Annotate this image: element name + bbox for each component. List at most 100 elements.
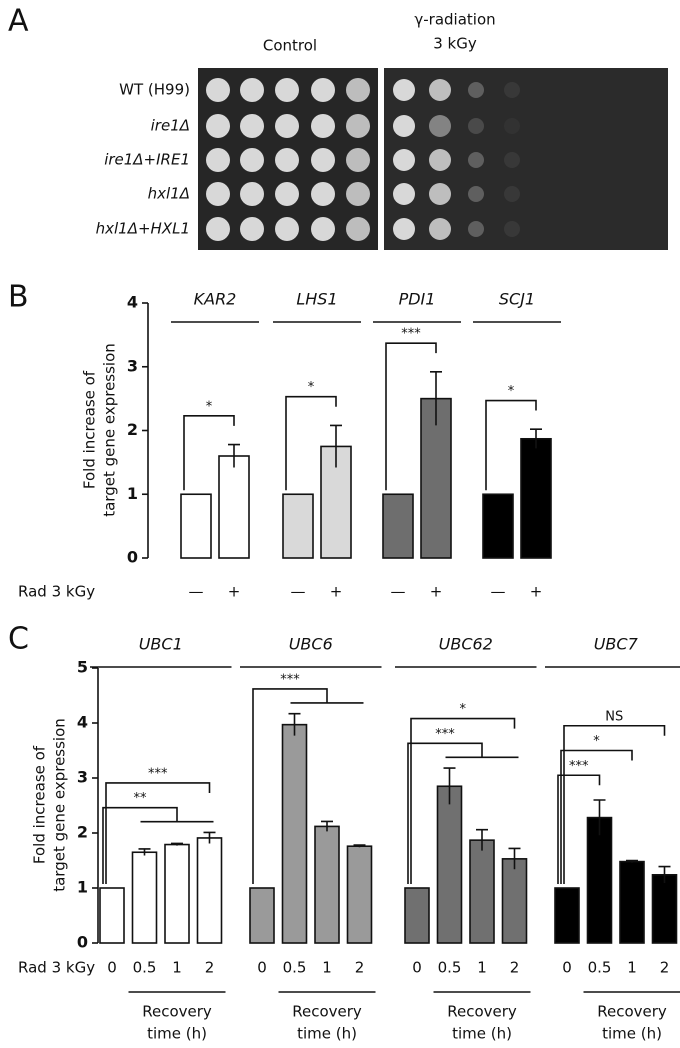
bar — [281, 723, 308, 944]
colony-spot — [311, 114, 335, 138]
error-bar — [353, 844, 366, 848]
y-tick-label: 2 — [127, 420, 138, 439]
x-tick-label: + — [228, 583, 241, 601]
colony-spot — [346, 78, 370, 102]
y-tick-label: 2 — [77, 823, 88, 842]
error-bar — [288, 712, 301, 736]
colony-spot — [468, 221, 484, 237]
bar — [420, 397, 452, 559]
recovery-label: time (h) — [452, 1025, 512, 1043]
y-axis-label: target gene expression — [51, 718, 69, 892]
row-label: Rad 3 kGy — [18, 959, 95, 977]
significance-bracket — [563, 724, 666, 884]
colony-spot — [468, 118, 484, 134]
significance-bracket — [285, 395, 337, 491]
x-tick-label: 1 — [322, 959, 332, 977]
recovery-label: time (h) — [297, 1025, 357, 1043]
error-bar — [626, 859, 638, 863]
significance-bracket — [102, 806, 214, 884]
colony-spot — [240, 78, 264, 102]
x-tick-label: 1 — [477, 959, 487, 977]
colony-spot — [346, 114, 370, 138]
significance-label: ** — [134, 791, 148, 806]
colony-spot — [346, 217, 370, 241]
colony-spot — [429, 79, 451, 101]
recovery-label: time (h) — [147, 1025, 207, 1043]
x-tick-label: + — [530, 583, 543, 601]
y-tick-label: 1 — [77, 878, 88, 897]
recovery-label: time (h) — [602, 1025, 662, 1043]
strain-label: WT (H99) — [119, 81, 190, 99]
colony-spot — [275, 114, 299, 138]
x-tick-label: 0.5 — [438, 959, 462, 977]
x-tick-label: 2 — [355, 959, 365, 977]
colony-spot — [504, 82, 520, 98]
significance-label: * — [508, 384, 515, 399]
significance-label: *** — [280, 672, 300, 687]
colony-spot — [311, 78, 335, 102]
error-bar — [330, 424, 342, 468]
significance-bracket — [560, 749, 633, 884]
colony-spot — [311, 182, 335, 206]
significance-label: * — [593, 734, 600, 749]
bar — [404, 887, 430, 944]
x-tick-label: — — [189, 583, 204, 601]
colony-spot — [429, 183, 451, 205]
colony-spot — [504, 186, 520, 202]
bar — [131, 851, 158, 944]
error-bar — [658, 865, 671, 884]
x-tick-label: 1 — [627, 959, 637, 977]
significance-label: *** — [148, 766, 168, 781]
recovery-label: Recovery — [292, 1003, 362, 1021]
y-tick-label: 1 — [127, 484, 138, 503]
bar — [218, 455, 250, 559]
group-name: KAR2 — [194, 290, 237, 309]
group-name: LHS1 — [296, 290, 337, 309]
colony-spot — [275, 182, 299, 206]
y-axis-label: Fold increase of — [81, 370, 99, 489]
y-tick-label: 5 — [77, 658, 88, 677]
bar — [482, 493, 514, 559]
significance-label: * — [460, 702, 467, 717]
panel-label: B — [8, 280, 29, 315]
bar — [314, 825, 340, 944]
bar — [196, 837, 223, 944]
bar — [554, 887, 580, 944]
x-tick-label: 0.5 — [588, 959, 612, 977]
colony-spot — [393, 218, 415, 240]
colony-spot — [429, 149, 451, 171]
colony-spot — [393, 149, 415, 171]
colony-spot — [275, 78, 299, 102]
group-name: UBC62 — [439, 635, 493, 654]
bar — [619, 860, 645, 944]
error-bar — [476, 828, 488, 851]
bar — [382, 493, 414, 559]
recovery-label: Recovery — [142, 1003, 212, 1021]
bar — [469, 839, 495, 944]
error-bar — [321, 820, 333, 832]
panel-label: C — [8, 622, 29, 657]
x-tick-label: 1 — [172, 959, 182, 977]
significance-bracket — [105, 782, 211, 884]
error-bar — [228, 443, 240, 468]
column-header: 3 kGy — [433, 35, 477, 53]
colony-spot — [346, 182, 370, 206]
colony-spot — [393, 183, 415, 205]
x-tick-label: 0.5 — [133, 959, 157, 977]
column-header: Control — [263, 37, 317, 55]
colony-spot — [393, 79, 415, 101]
error-bar — [203, 831, 216, 844]
colony-spot — [275, 148, 299, 172]
bar — [436, 785, 463, 944]
significance-bracket — [410, 717, 516, 884]
colony-spot — [206, 182, 230, 206]
colony-spot — [206, 114, 230, 138]
x-tick-label: — — [291, 583, 306, 601]
recovery-label: Recovery — [597, 1003, 667, 1021]
group-name: PDI1 — [399, 290, 436, 309]
significance-bracket — [485, 399, 537, 491]
colony-spot — [206, 217, 230, 241]
y-tick-label: 4 — [77, 713, 88, 732]
colony-spot — [311, 217, 335, 241]
